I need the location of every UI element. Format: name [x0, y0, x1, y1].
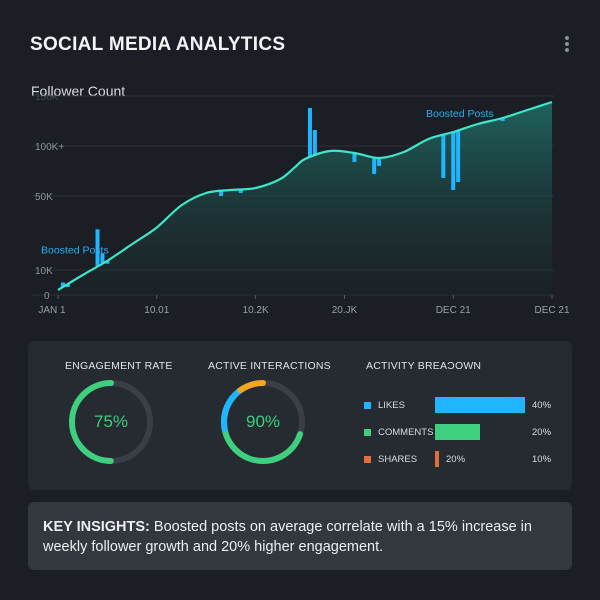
active-interactions-value: 90% [245, 412, 281, 431]
boost-bar [95, 229, 100, 266]
boost-bar [377, 158, 382, 166]
boost-bar [456, 130, 461, 182]
engagement-arc [69, 380, 153, 464]
x-tick-label: JAN 1 [38, 305, 66, 316]
boosted-posts-annotation: Boosted Posts [41, 245, 109, 257]
follower-line [57, 100, 553, 291]
boost-bar [451, 132, 456, 190]
app-title: SOCIAL MEDIA ANALYTICS [30, 34, 286, 55]
boost-bar [307, 108, 312, 158]
active-interactions-gauge [221, 380, 305, 464]
comments-bar [435, 424, 480, 440]
active-interactions-label: ACTIVE INTERACTIONS [208, 360, 331, 372]
comments-swatch [364, 429, 371, 436]
likes-swatch [364, 402, 371, 409]
shares-bar [435, 451, 439, 467]
comments-label: COMMENTS [378, 427, 434, 438]
x-tick-label: 20.JK [332, 305, 358, 316]
interactions-arc-blue [221, 380, 305, 464]
interactions-arc-orange [221, 380, 305, 464]
boost-bar [219, 191, 224, 196]
shares-label: SHARES [378, 454, 418, 465]
x-tick-label: 10.01 [144, 305, 169, 316]
y-tick-label: 0 [44, 291, 50, 302]
boost-bar [105, 260, 110, 264]
key-insights-heading: KEY INSIGHTS: [43, 519, 150, 535]
boost-bar [238, 189, 243, 193]
legend-comments: COMMENTS [364, 427, 433, 438]
boosted-posts-annotation: Boosted Posts [426, 108, 494, 120]
boost-bar [441, 134, 446, 178]
y-tick-label: 50K [35, 192, 53, 203]
y-tick-label: 150K [35, 92, 59, 103]
more-vertical-icon[interactable] [558, 34, 576, 54]
shares-swatch [364, 456, 371, 463]
boost-bar [372, 157, 377, 174]
x-tick-label: DEC 21 [436, 305, 471, 316]
comments-percent: 20% [532, 427, 552, 438]
legend-likes: LIKES [364, 400, 405, 411]
y-tick-label: 100K+ [35, 142, 64, 153]
chart-title: Follower Count [31, 83, 126, 99]
metrics-panel: ENGAGEMENT RATE 75% ACTIVE INTERACTIONS … [28, 341, 572, 490]
boost-bar [60, 282, 65, 287]
x-tick-label: 10.2K [243, 305, 269, 316]
activity-breakdown-title: ACTIVITY BREAƆOWN [366, 360, 482, 372]
boost-bar [65, 284, 70, 287]
engagement-rate-gauge [69, 380, 153, 464]
boost-bar [352, 153, 357, 162]
key-insights-text: Boosted posts on average correlate with … [43, 519, 532, 555]
engagement-rate-label: ENGAGEMENT RATE [65, 360, 173, 372]
shares-percent: 10% [532, 454, 552, 465]
likes-bar [435, 397, 525, 413]
boost-bar [312, 130, 317, 156]
likes-percent: 40% [532, 400, 552, 411]
y-tick-label: 10K [35, 266, 53, 277]
follower-area [58, 102, 552, 295]
follower-count-chart: 0 10K 50K 100K+ 150K JAN 1 10.01 10.2K 20.JK DEC … [32, 92, 570, 316]
x-tick-label: DEC 21 [534, 305, 569, 316]
engagement-rate-value: 75% [93, 412, 129, 431]
shares-inline-percent: 20% [446, 454, 466, 465]
boost-bar [100, 253, 105, 264]
key-insights-box: KEY INSIGHTS: Boosted posts on average c… [28, 502, 572, 570]
legend-shares: SHARES [364, 454, 417, 465]
boost-bar [500, 118, 505, 121]
likes-label: LIKES [378, 400, 405, 411]
